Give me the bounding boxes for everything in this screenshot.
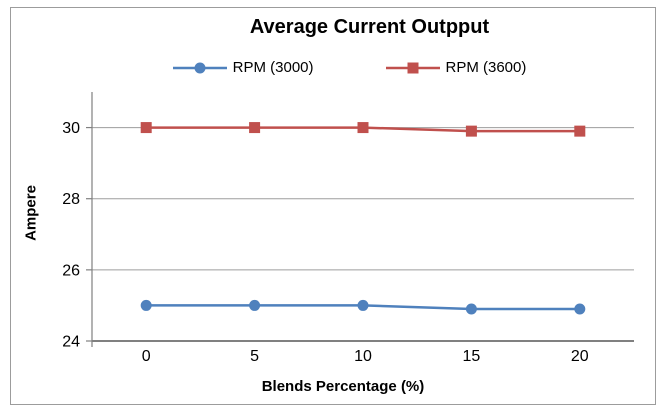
x-axis-title: Blends Percentage (%) xyxy=(261,378,425,395)
x-tick-label: 0 xyxy=(142,348,151,365)
legend: RPM (3000) RPM (3600) xyxy=(40,59,659,76)
data-point-marker xyxy=(465,125,477,137)
data-point-marker xyxy=(465,303,477,315)
line-circle-marker-icon xyxy=(172,62,227,73)
data-point-marker xyxy=(140,299,152,311)
data-point-marker xyxy=(140,122,152,134)
data-point-marker xyxy=(574,303,586,315)
x-tick-label: 20 xyxy=(571,348,589,365)
data-point-marker xyxy=(357,299,369,311)
data-point-marker xyxy=(249,122,261,134)
legend-label-rpm-3000: RPM (3000) xyxy=(232,59,314,76)
data-point-marker xyxy=(574,125,586,137)
x-tick-label: 10 xyxy=(354,348,372,365)
chart-frame xyxy=(10,7,656,405)
data-point-marker xyxy=(249,299,261,311)
y-tick-label: 24 xyxy=(62,334,80,351)
line-square-marker-icon xyxy=(385,62,440,73)
legend-item-rpm-3600: RPM (3600) xyxy=(385,59,527,76)
y-tick-label: 28 xyxy=(62,191,80,208)
y-tick-label: 30 xyxy=(62,120,80,137)
legend-item-rpm-3000: RPM (3000) xyxy=(172,59,314,76)
x-tick-label: 15 xyxy=(463,348,481,365)
y-tick-label: 26 xyxy=(62,262,80,279)
y-axis-title: Ampere xyxy=(22,185,40,241)
data-point-marker xyxy=(357,122,369,134)
chart-title: Average Current Outpput xyxy=(249,16,490,38)
x-tick-label: 5 xyxy=(250,348,259,365)
legend-label-rpm-3600: RPM (3600) xyxy=(445,59,527,76)
